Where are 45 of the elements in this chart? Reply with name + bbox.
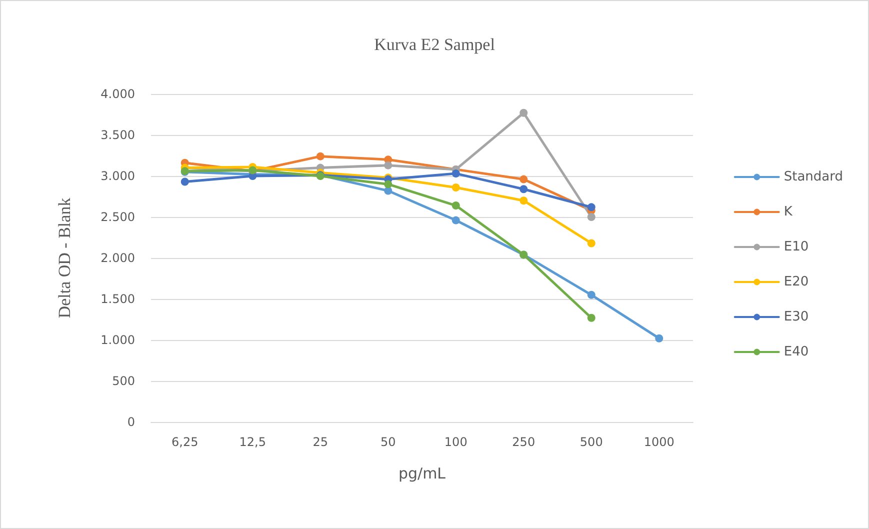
x-tick-label: 1000 [644, 435, 674, 449]
legend-label: E40 [784, 344, 809, 360]
point [384, 180, 392, 188]
point [587, 239, 596, 248]
point [452, 170, 460, 178]
y-tick-label: 3.500 [100, 128, 135, 142]
x-tick-label: 25 [312, 435, 328, 449]
legend-label: K [784, 204, 793, 220]
x-tick-label: 12,5 [239, 435, 266, 449]
x-tick-label: 6,25 [172, 435, 198, 449]
point [452, 216, 460, 224]
legend-label: Standard [784, 170, 844, 184]
point [520, 196, 528, 205]
chart-title: Kurva E2 Sampel [374, 35, 496, 54]
x-tick-label: 50 [380, 435, 396, 449]
y-tick-label: 1.500 [100, 292, 135, 306]
point [587, 290, 596, 299]
y-tick-label: 2.000 [100, 251, 135, 265]
x-tick-label: 500 [580, 435, 603, 449]
point [520, 185, 528, 194]
x-tick-label: 250 [512, 435, 536, 449]
point [180, 178, 189, 186]
y-tick-label: 3.000 [100, 169, 135, 183]
point [384, 161, 392, 170]
x-tick-label: 100 [444, 435, 468, 449]
point [587, 203, 596, 212]
point [452, 183, 460, 192]
point [520, 108, 528, 117]
legend-label: E30 [784, 310, 809, 324]
y-tick-label: 0 [127, 415, 135, 429]
y-tick-label: 500 [112, 374, 135, 388]
point [587, 314, 596, 322]
point [452, 202, 460, 210]
point [384, 186, 392, 195]
legend-label: E20 [784, 274, 809, 290]
point [520, 175, 528, 184]
point [655, 334, 664, 342]
y-tick-label: 4.000 [100, 87, 135, 101]
y-tick-label: 2.500 [100, 210, 135, 224]
y-tick-label: 1.000 [100, 333, 135, 347]
point [316, 152, 324, 160]
x-axis-title: pg/mL [398, 464, 446, 482]
y-axis-title: Delta OD - Blank [55, 197, 74, 318]
legend-label: E10 [784, 240, 809, 254]
point [587, 213, 596, 221]
